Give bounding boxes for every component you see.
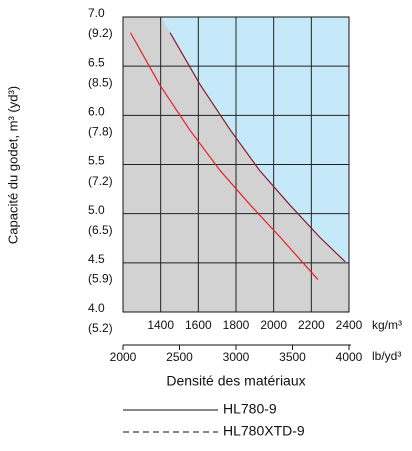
y-tick-label: 7.0 — [88, 6, 105, 20]
y-axis-label: Capacité du godet, m³ (yd³) — [5, 86, 20, 244]
y-tick-label: 4.0 — [88, 301, 105, 315]
y-tick-label: 4.5 — [88, 252, 105, 266]
x2-tick-label: 3000 — [223, 350, 250, 364]
x2-tick-label: 2000 — [110, 350, 137, 364]
x-tick-label: 2000 — [260, 318, 287, 332]
x2-tick-label: 2500 — [166, 350, 193, 364]
y-tick-label: 5.0 — [88, 203, 105, 217]
x-tick-label: 2200 — [298, 318, 325, 332]
y-tick-label: 6.5 — [88, 55, 105, 69]
plot-border — [122, 16, 350, 313]
legend-label: HL780XTD-9 — [223, 423, 305, 439]
y2-tick-label: (8.5) — [88, 76, 113, 90]
x-tick-label: 2400 — [336, 318, 363, 332]
x-axis-label: Densité des matériaux — [166, 373, 305, 389]
y2-tick-label: (9.2) — [88, 26, 113, 40]
x-unit: kg/m³ — [372, 318, 402, 332]
x2-tick-label: 4000 — [336, 350, 363, 364]
series-line — [130, 32, 319, 280]
x-tick-label: 1800 — [223, 318, 250, 332]
y2-tick-label: (6.5) — [88, 223, 113, 237]
y2-tick-label: (7.2) — [88, 174, 113, 188]
y2-tick-label: (7.8) — [88, 125, 113, 139]
x2-unit: lb/yd³ — [372, 349, 401, 363]
zone-background — [161, 17, 349, 262]
series-line — [169, 32, 346, 263]
legend-label: HL780-9 — [223, 401, 277, 417]
x-tick-label: 1400 — [147, 318, 174, 332]
x-tick-label: 1600 — [185, 318, 212, 332]
y-tick-label: 5.5 — [88, 154, 105, 168]
y-tick-label: 6.0 — [88, 105, 105, 119]
y2-tick-label: (5.2) — [88, 321, 113, 335]
x2-tick-label: 3500 — [279, 350, 306, 364]
y2-tick-label: (5.9) — [88, 272, 113, 286]
